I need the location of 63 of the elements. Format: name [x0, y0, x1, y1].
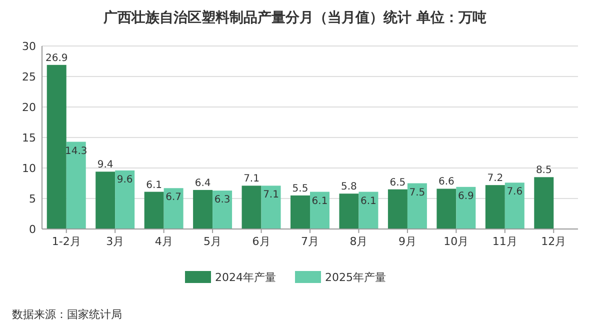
data-label: 6.3	[214, 194, 230, 206]
bar	[504, 182, 524, 229]
bar	[290, 195, 310, 229]
y-tick-label: 0	[29, 223, 36, 236]
bar	[96, 172, 116, 229]
data-label: 6.4	[194, 178, 211, 189]
data-label: 9.4	[97, 160, 114, 171]
data-label: 9.6	[116, 174, 133, 186]
data-label: 26.9	[45, 52, 68, 64]
y-tick-label: 5	[29, 192, 36, 206]
data-label: 6.1	[360, 196, 376, 207]
bar	[534, 177, 554, 229]
data-label: 6.5	[390, 177, 406, 188]
chart-title: 广西壮族自治区塑料制品产量分月（当月值）统计 单位：万吨	[102, 9, 486, 26]
x-tick-label: 1-2月	[52, 235, 81, 248]
x-tick-label: 8月	[350, 235, 368, 248]
data-label: 8.5	[536, 165, 552, 176]
y-tick-label: 20	[22, 101, 36, 114]
legend-label: 2024年产量	[215, 271, 276, 284]
source-note: 数据来源：国家统计局	[12, 308, 122, 321]
x-tick-label: 3月	[106, 235, 124, 248]
data-label: 5.5	[292, 183, 308, 194]
x-tick-label: 4月	[154, 235, 173, 248]
data-label: 6.1	[146, 180, 162, 191]
data-label: 6.9	[458, 190, 474, 202]
data-label: 7.2	[487, 173, 504, 184]
x-tick-label: 10月	[444, 235, 469, 248]
bar	[407, 183, 427, 229]
bar	[261, 186, 281, 229]
bar	[193, 190, 213, 229]
bar	[456, 186, 476, 229]
x-tick-label: 9月	[398, 235, 416, 248]
bar	[358, 192, 378, 229]
y-tick-label: 30	[22, 40, 36, 53]
data-label: 7.1	[263, 190, 279, 201]
bar	[388, 189, 408, 229]
bar	[242, 186, 262, 229]
bar	[46, 64, 66, 229]
y-tick-label: 25	[22, 70, 36, 84]
data-label: 7.1	[244, 174, 260, 185]
y-tick-label: 10	[22, 162, 36, 175]
x-tick-label: 7月	[301, 235, 319, 248]
bar	[66, 142, 86, 229]
y-tick-label: 15	[22, 132, 36, 144]
bar	[436, 188, 456, 229]
bar	[115, 170, 135, 229]
data-label: 6.7	[166, 192, 182, 204]
x-tick-label: 5月	[204, 235, 222, 248]
bar	[339, 194, 359, 229]
x-tick-label: 6月	[252, 235, 270, 248]
bar	[485, 185, 505, 229]
bar	[164, 188, 184, 229]
data-label: 6.1	[312, 196, 328, 207]
data-label: 5.8	[341, 182, 357, 193]
x-tick-label: 11月	[492, 235, 518, 248]
data-label: 6.6	[438, 176, 454, 188]
data-label: 7.5	[409, 187, 426, 198]
x-tick-label: 12月	[541, 235, 566, 248]
bar	[212, 190, 232, 229]
legend-label: 2025年产量	[325, 271, 386, 284]
data-label: 7.6	[506, 186, 523, 198]
bar	[144, 192, 164, 229]
bar	[310, 192, 330, 229]
